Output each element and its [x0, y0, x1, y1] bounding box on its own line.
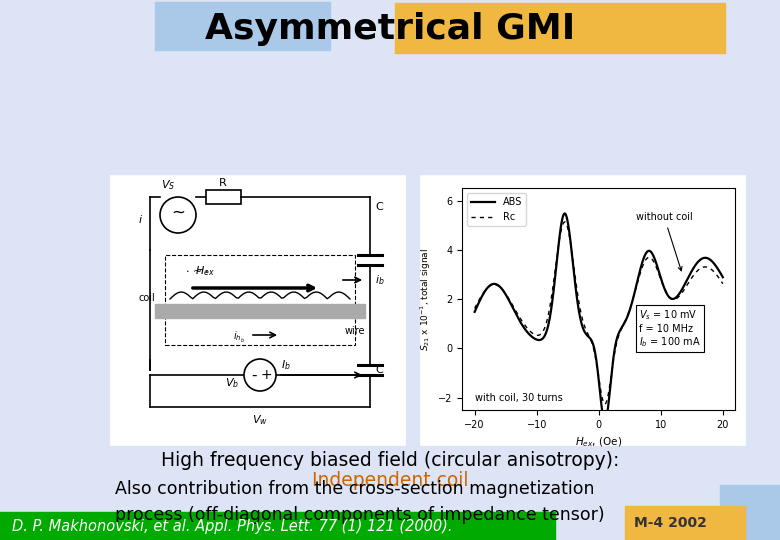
- ABS: [560, 210, 569, 217]
- Bar: [395, 3, 725, 53]
- Rc: [560, 219, 569, 225]
- Rc: [485, 283, 495, 289]
- Text: +: +: [261, 368, 271, 382]
- ABS: [718, 274, 728, 280]
- Text: R: R: [219, 178, 227, 188]
- Text: C: C: [375, 365, 383, 375]
- Bar: [625, 506, 745, 540]
- Rc: [684, 279, 693, 285]
- ABS: [621, 317, 630, 323]
- Bar: [720, 485, 780, 540]
- ABS: [684, 273, 693, 279]
- Text: $V_S$: $V_S$: [161, 178, 176, 192]
- Y-axis label: $S_{21}$ x $10^{-1}$, total signal: $S_{21}$ x $10^{-1}$, total signal: [418, 248, 433, 351]
- Text: Asymmetrical GMI: Asymmetrical GMI: [205, 12, 575, 46]
- Text: $i_{h_b}$: $i_{h_b}$: [233, 329, 245, 345]
- Text: i: i: [138, 215, 141, 225]
- ABS: [470, 309, 480, 315]
- Text: $I_b$: $I_b$: [281, 358, 291, 372]
- Bar: [110, 175, 405, 445]
- Bar: [165, 255, 355, 345]
- Bar: [420, 175, 745, 445]
- Text: $\cdot$ ~ $\cdot$: $\cdot$ ~ $\cdot$: [185, 267, 209, 277]
- Bar: [155, 304, 365, 318]
- Line: ABS: ABS: [475, 213, 723, 421]
- ABS: [485, 282, 495, 289]
- Text: High frequency biased field (circular anisotropy):: High frequency biased field (circular an…: [161, 450, 619, 469]
- Text: Also contribution from the cross-section magnetization
process (off-diagonal com: Also contribution from the cross-section…: [115, 481, 604, 523]
- ABS: [615, 328, 624, 335]
- Text: -: -: [251, 368, 257, 382]
- Line: Rc: Rc: [475, 222, 723, 404]
- Text: wire: wire: [345, 326, 365, 336]
- ABS: [600, 418, 609, 424]
- Text: $V_b$: $V_b$: [225, 376, 239, 390]
- Rc: [718, 280, 728, 287]
- Text: with coil, 30 turns: with coil, 30 turns: [475, 393, 562, 403]
- Text: $H_{ex}$: $H_{ex}$: [195, 264, 215, 278]
- Text: coil: coil: [138, 293, 155, 303]
- X-axis label: $H_{ex}$, (Oe): $H_{ex}$, (Oe): [575, 435, 622, 449]
- Text: $V_w$: $V_w$: [252, 413, 268, 427]
- ABS: [629, 294, 638, 301]
- Rc: [659, 283, 668, 289]
- Text: $V_s$ = 10 mV
f = 10 MHz
$I_b$ = 100 mA: $V_s$ = 10 mV f = 10 MHz $I_b$ = 100 mA: [639, 308, 700, 349]
- Circle shape: [244, 359, 276, 391]
- Text: ~: ~: [171, 204, 185, 222]
- Bar: [206, 190, 241, 204]
- Rc: [470, 305, 480, 312]
- Text: without coil: without coil: [636, 212, 693, 271]
- Rc: [629, 294, 638, 301]
- ABS: [659, 283, 668, 289]
- Bar: [0, 512, 555, 540]
- Text: M-4 2002: M-4 2002: [633, 516, 707, 530]
- Circle shape: [160, 197, 196, 233]
- Bar: [155, 2, 330, 50]
- Rc: [600, 401, 609, 407]
- Legend: ABS, Rc: ABS, Rc: [467, 193, 526, 226]
- Text: $i_b$: $i_b$: [375, 273, 385, 287]
- Text: Independent coil: Independent coil: [312, 470, 468, 489]
- Text: D. P. Makhonovski, et al. Appl. Phys. Lett. 77 (1) 121 (2000).: D. P. Makhonovski, et al. Appl. Phys. Le…: [12, 518, 452, 534]
- Text: C: C: [375, 202, 383, 212]
- Rc: [615, 330, 624, 337]
- Rc: [621, 316, 630, 322]
